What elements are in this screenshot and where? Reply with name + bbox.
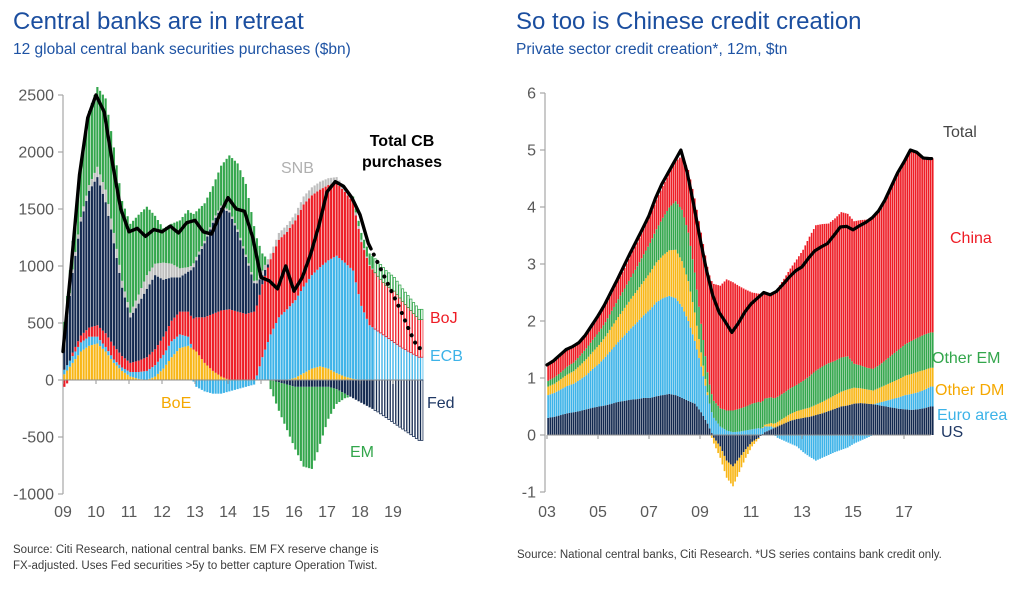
series-us-bars [547,393,934,467]
x-tick-label: 09 [54,504,72,521]
left-chart-subtitle: 12 global central bank securities purcha… [13,40,351,58]
total-line [61,93,373,354]
annotation-snb: SNB [281,160,314,177]
x-tick-label: 05 [589,504,607,521]
y-axis: 2500 2000 1500 1000 500 0 -500 -1000 [13,88,64,504]
y-tick-label: 0 [527,428,536,445]
annotation-ecb: ECB [430,348,463,365]
series-boe-bars [63,343,360,380]
annotation-purchases: purchases [362,154,442,171]
x-tick-label: 16 [285,504,303,521]
y-tick-label: 1000 [18,259,54,276]
series-fed-bars [63,177,424,441]
right-chart-subtitle: Private sector credit creation*, 12m, $t… [516,40,788,58]
left-chart-header: Central banks are in retreat 12 global c… [13,8,351,59]
y-axis: 6 5 4 3 2 1 0 -1 [522,86,546,502]
y-tick-label: 500 [27,316,54,333]
x-tick-label: 03 [538,504,556,521]
annotation-china: China [950,230,992,247]
x-tick-label: 11 [743,504,760,521]
annotation-euro-area: Euro area [937,407,1007,424]
x-tick-label: 09 [691,504,709,521]
x-tick-label: 15 [252,504,270,521]
annotation-boe: BoE [161,395,191,412]
y-tick-label: 5 [527,143,536,160]
left-chart-title: Central banks are in retreat [13,8,304,35]
x-axis: 09 10 11 12 13 14 15 16 17 18 19 [54,379,422,521]
y-tick-label: 2000 [18,145,54,162]
right-chart-plot: 6 5 4 3 2 1 0 -103 05 07 09 11 13 15 17 Total China Other… [522,86,1008,521]
y-tick-label: 4 [527,200,536,217]
x-tick-label: 18 [351,504,369,521]
x-axis: 03 05 07 09 11 13 15 17 [538,434,931,521]
annotation-us: US [941,424,963,441]
annotation-boj: BoJ [430,310,458,327]
y-tick-label: -1 [522,485,536,502]
y-tick-label: 0 [45,373,54,390]
y-tick-label: 3 [527,257,536,274]
x-tick-label: 12 [153,504,171,521]
left-chart-source: Source: Citi Research, national central … [13,544,379,572]
y-tick-label: 6 [527,86,536,103]
annotation-other-dm: Other DM [935,382,1004,399]
annotation-em: EM [350,444,374,461]
x-tick-label: 19 [384,504,402,521]
x-tick-label: 17 [318,504,336,521]
series-ecb-bars [63,255,424,394]
y-tick-label: 1 [527,371,536,388]
y-tick-label: -1000 [13,487,54,504]
x-tick-label: 07 [640,504,658,521]
x-tick-label: 10 [87,504,105,521]
series-other-dm-bars [547,249,934,487]
total-line-forecast-dotted [371,252,423,351]
x-tick-label: 13 [793,504,811,521]
x-tick-label: 15 [844,504,862,521]
x-tick-label: 17 [895,504,913,521]
y-tick-label: 2 [527,314,536,331]
right-chart-title: So too is Chinese credit creation [516,8,862,35]
total-line [545,148,934,367]
y-tick-label: 2500 [18,88,54,105]
right-chart-source: Source: National central banks, Citi Res… [517,549,942,561]
y-tick-label: 1500 [18,202,54,219]
series-snb-bars [63,166,377,336]
annotation-other-em: Other EM [932,350,1000,367]
series-other-em-bars [547,201,934,433]
series-china-bars [547,150,934,411]
annotation-total-cb: Total CB [370,133,435,150]
right-chart-header: So too is Chinese credit creation Privat… [516,8,862,59]
series-euro-area-bars [547,295,934,461]
annotation-total: Total [943,124,977,141]
annotation-fed: Fed [427,395,455,412]
x-tick-label: 13 [186,504,204,521]
y-tick-label: -500 [22,430,54,447]
x-tick-label: 11 [121,504,138,521]
x-tick-label: 14 [219,504,237,521]
